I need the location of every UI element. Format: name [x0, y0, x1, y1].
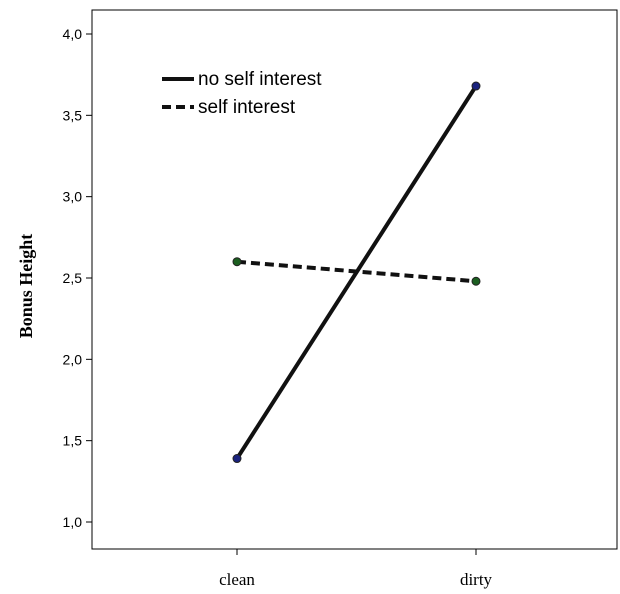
series-line-2 — [236, 259, 477, 284]
x-tick-label: clean — [219, 570, 255, 589]
y-tick-label: 3,5 — [63, 107, 83, 123]
y-tick-label: 1,0 — [63, 514, 83, 530]
y-tick-label: 3,0 — [63, 189, 83, 205]
plot-frame — [91, 9, 618, 550]
series-group — [232, 81, 481, 464]
data-point — [471, 276, 481, 286]
legend-label: self interest — [198, 97, 296, 118]
y-axis-label: Bonus Height — [16, 234, 36, 339]
data-point — [471, 81, 481, 91]
y-tick-label: 2,5 — [63, 270, 83, 286]
legend-label: no self interest — [198, 69, 322, 90]
plot-border — [91, 9, 618, 550]
data-point — [232, 257, 242, 267]
y-axis: 1,0 1,5 2,0 2,5 3,0 3,5 4,0 — [63, 26, 92, 530]
x-tick-label: dirty — [460, 570, 493, 589]
y-tick-label: 1,5 — [63, 433, 83, 449]
y-tick-label: 4,0 — [63, 26, 83, 42]
x-axis: clean dirty — [219, 549, 493, 589]
data-point — [232, 454, 242, 464]
legend: no self interest self interest — [162, 69, 322, 118]
y-tick-label: 2,0 — [63, 351, 83, 367]
